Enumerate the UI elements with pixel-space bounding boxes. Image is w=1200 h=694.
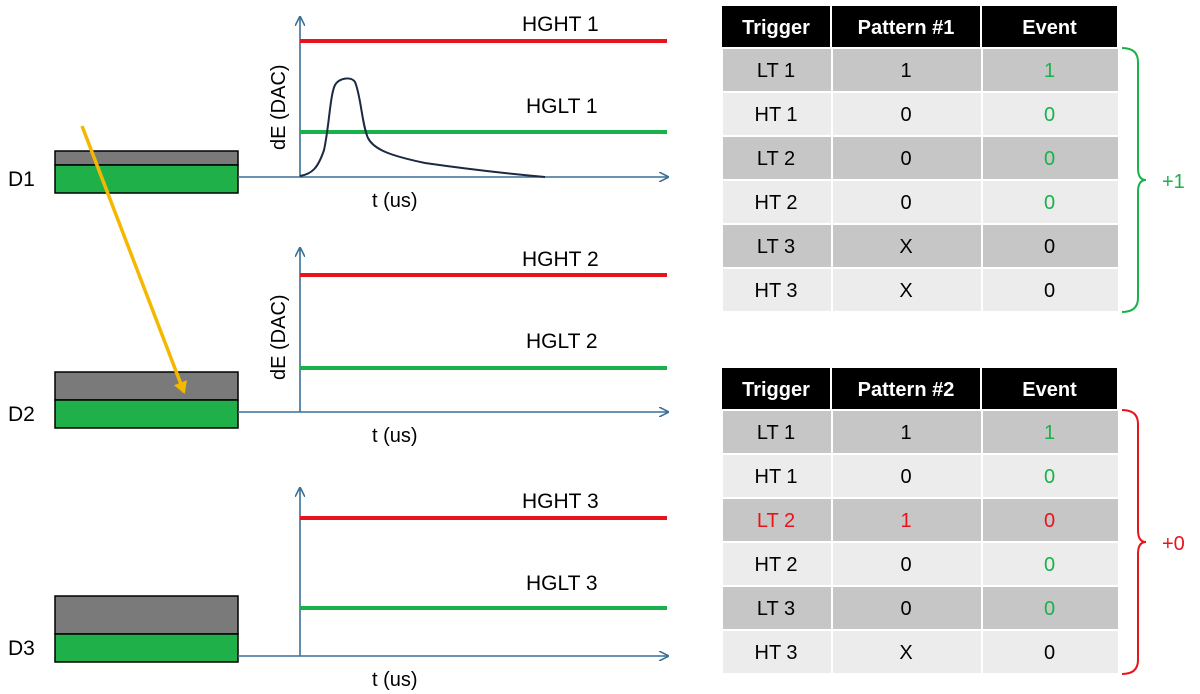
- table-2-cell: X: [899, 642, 912, 664]
- signal-plot-2: dE (DAC) t (us) HGHT 2 HGLT 2: [238, 248, 667, 447]
- table-1-cell: LT 1: [757, 60, 795, 82]
- table-2-header-cell-0: [722, 368, 830, 410]
- table-row: [721, 453, 1120, 499]
- detector-d2-bottom-layer: [54, 399, 239, 429]
- table-2-cell: 0: [1044, 554, 1055, 576]
- table-1-cell: X: [899, 280, 912, 302]
- pattern-table-1: Trigger Pattern #1 Event LT 1 1 1 HT 1 0 0 LT 2 0 0…: [721, 6, 1185, 313]
- table-row: [721, 497, 1120, 543]
- table-1-cell: 1: [1044, 60, 1055, 82]
- table-1-cell: 0: [1044, 236, 1055, 258]
- detector-d2-label: D2: [8, 403, 35, 426]
- table-2-cell: 0: [1044, 642, 1055, 664]
- table-1-header-0: Trigger: [742, 17, 810, 39]
- table-1-cell: 0: [1044, 148, 1055, 170]
- table-2-header-cell-2: [982, 368, 1117, 410]
- table-2-cell: 0: [900, 554, 911, 576]
- table-1-cell: 0: [1044, 104, 1055, 126]
- table-2-cell: 0: [900, 466, 911, 488]
- table-row: [721, 629, 1120, 675]
- table-row: [721, 267, 1120, 313]
- table-1-cell: 0: [900, 148, 911, 170]
- detector-d1: D1: [8, 150, 239, 194]
- signal-plot-1: dE (DAC) t (us) HGHT 1 HGLT 1: [238, 13, 667, 212]
- table-2-cell: HT 1: [755, 466, 798, 488]
- detector-stack: D1 D2 D3: [8, 125, 239, 663]
- table-1-cell: 0: [1044, 192, 1055, 214]
- table-2-cell: 0: [900, 598, 911, 620]
- table-1-header-cell-0: [722, 6, 830, 48]
- table-1-bracket: [1121, 47, 1147, 313]
- table-2-header-1: Pattern #2: [858, 379, 955, 401]
- table-2-header-0: Trigger: [742, 379, 810, 401]
- plot-2-y-axis-label: dE (DAC): [268, 294, 290, 380]
- signal-plot-3: t (us) HGHT 3 HGLT 3: [238, 489, 667, 691]
- plot-2-high-threshold-label: HGHT 2: [522, 248, 599, 271]
- table-2-cell: HT 3: [755, 642, 798, 664]
- plot-1-x-axis-label: t (us): [372, 190, 418, 212]
- detector-d3-top-layer: [54, 595, 239, 635]
- plot-1-high-threshold-label: HGHT 1: [522, 13, 599, 36]
- table-row: [721, 585, 1120, 631]
- detector-d2-top-layer: [54, 371, 239, 401]
- detector-d1-label: D1: [8, 168, 35, 191]
- table-1-cell: HT 1: [755, 104, 798, 126]
- detector-d3-bottom-layer: [54, 633, 239, 663]
- table-1-cell: 0: [900, 104, 911, 126]
- table-1-cell: LT 3: [757, 236, 795, 258]
- table-1-header-1: Pattern #1: [858, 17, 955, 39]
- table-2-header-2: Event: [1022, 379, 1077, 401]
- table-2-cell: HT 2: [755, 554, 798, 576]
- table-row: [721, 223, 1120, 269]
- table-1-cell: LT 2: [757, 148, 795, 170]
- table-1-header-cell-1: [832, 6, 980, 48]
- detector-d1-bottom-layer: [54, 164, 239, 194]
- plot-3-x-axis-label: t (us): [372, 669, 418, 691]
- detector-d1-top-layer: [54, 150, 239, 166]
- table-1-event-sum-label: +1: [1162, 171, 1185, 193]
- table-2-bracket: [1121, 409, 1147, 675]
- table-1-cell: HT 3: [755, 280, 798, 302]
- table-2-cell: LT 2: [757, 510, 795, 532]
- plot-3-low-threshold-label: HGLT 3: [526, 572, 598, 595]
- table-1-cell: 1: [900, 60, 911, 82]
- pattern-table-2: Trigger Pattern #2 Event LT 1 1 1 HT 1 0 0 LT 2 1 0…: [721, 368, 1185, 675]
- table-2-cell: 0: [1044, 466, 1055, 488]
- plot-2-x-axis-label: t (us): [372, 425, 418, 447]
- table-2-cell: 1: [900, 510, 911, 532]
- table-1-header-cell-2: [982, 6, 1117, 48]
- table-2-event-sum-label: +0: [1162, 533, 1185, 555]
- particle-track-arrow: [80, 125, 187, 394]
- table-2-cell: 0: [1044, 510, 1055, 532]
- table-2-header-cell-1: [832, 368, 980, 410]
- plot-1-low-threshold-label: HGLT 1: [526, 95, 598, 118]
- table-2-cell: LT 3: [757, 598, 795, 620]
- plot-3-high-threshold-label: HGHT 3: [522, 490, 599, 513]
- plot-1-pulse-curve: [299, 77, 546, 178]
- table-1-cell: X: [899, 236, 912, 258]
- table-2-cell: 0: [1044, 598, 1055, 620]
- table-row: [721, 409, 1120, 455]
- table-2-cell: LT 1: [757, 422, 795, 444]
- table-1-cell: 0: [1044, 280, 1055, 302]
- table-1-cell: 0: [900, 192, 911, 214]
- table-2-cell: 1: [1044, 422, 1055, 444]
- table-1-cell: HT 2: [755, 192, 798, 214]
- table-row: [721, 91, 1120, 137]
- table-1-header-2: Event: [1022, 17, 1077, 39]
- detector-d2: D2: [8, 371, 239, 429]
- plot-2-low-threshold-label: HGLT 2: [526, 330, 598, 353]
- detector-d3: D3: [8, 595, 239, 663]
- plot-1-y-axis-label: dE (DAC): [268, 64, 290, 150]
- detector-d3-label: D3: [8, 637, 35, 660]
- table-2-cell: 1: [900, 422, 911, 444]
